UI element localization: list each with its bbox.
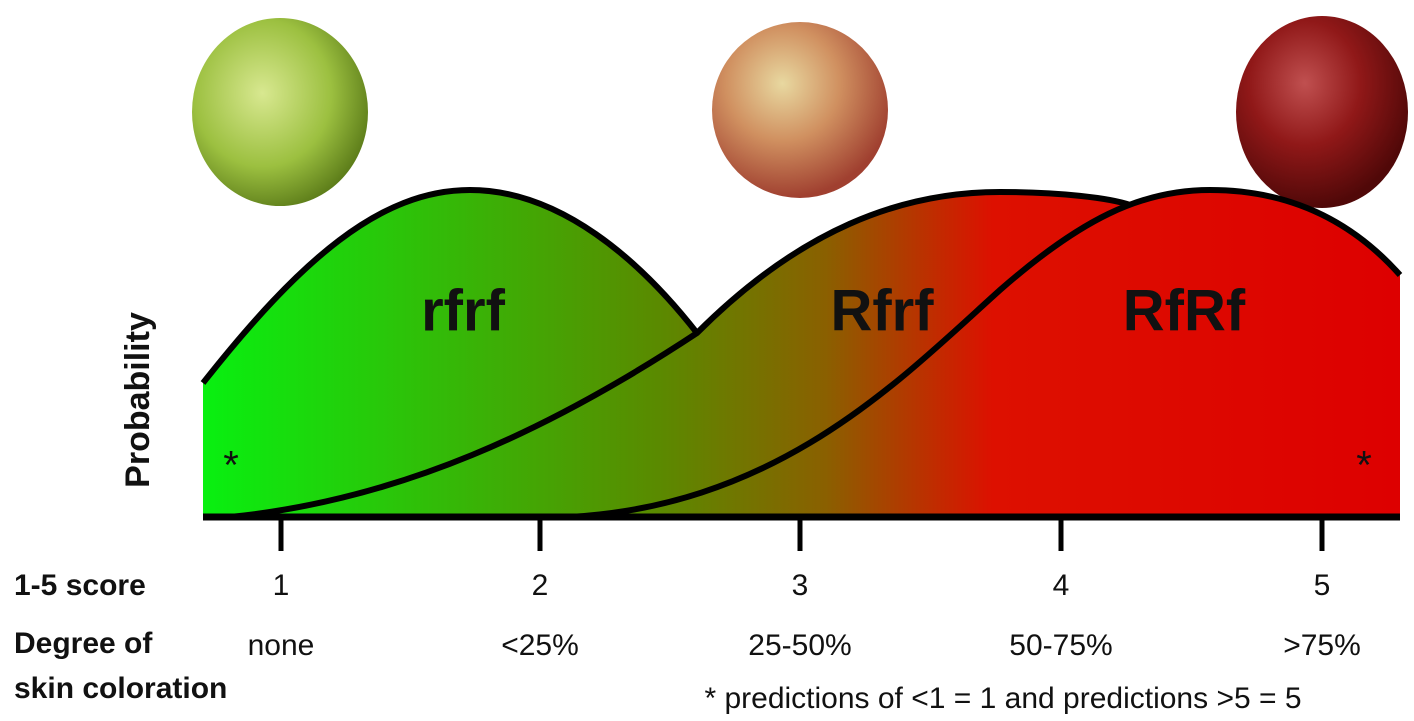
degree: >75% [1283,629,1361,662]
score: 2 [532,569,549,602]
degree-row-label: skin coloration [14,672,227,705]
score: 4 [1053,569,1070,602]
genotype-label: Rfrf [830,278,934,343]
red-apple [1236,16,1408,208]
degree: 25-50% [748,629,851,662]
apples [192,16,1408,208]
genotype-label: rfrf [421,278,505,343]
axis-label: Probability [119,312,157,488]
ticks [281,517,1322,551]
score: 3 [792,569,809,602]
degree: <25% [501,629,579,662]
blush-apple [712,22,888,198]
score-row-label: 1-5 score [14,569,146,602]
footnote: * predictions of <1 = 1 and predictions … [704,682,1301,715]
score: 5 [1314,569,1331,602]
diagram: Probability rfrf Rfrf RfRf * * 1-5 score… [0,0,1414,721]
asterisk: * [223,444,239,488]
degree: 50-75% [1009,629,1112,662]
degree: none [248,629,315,662]
green-apple [192,18,368,206]
distribution-fill [203,190,1400,517]
asterisk: * [1356,444,1372,488]
genotype-label: RfRf [1123,278,1246,343]
score: 1 [273,569,290,602]
degree-row-label: Degree of [14,627,153,660]
